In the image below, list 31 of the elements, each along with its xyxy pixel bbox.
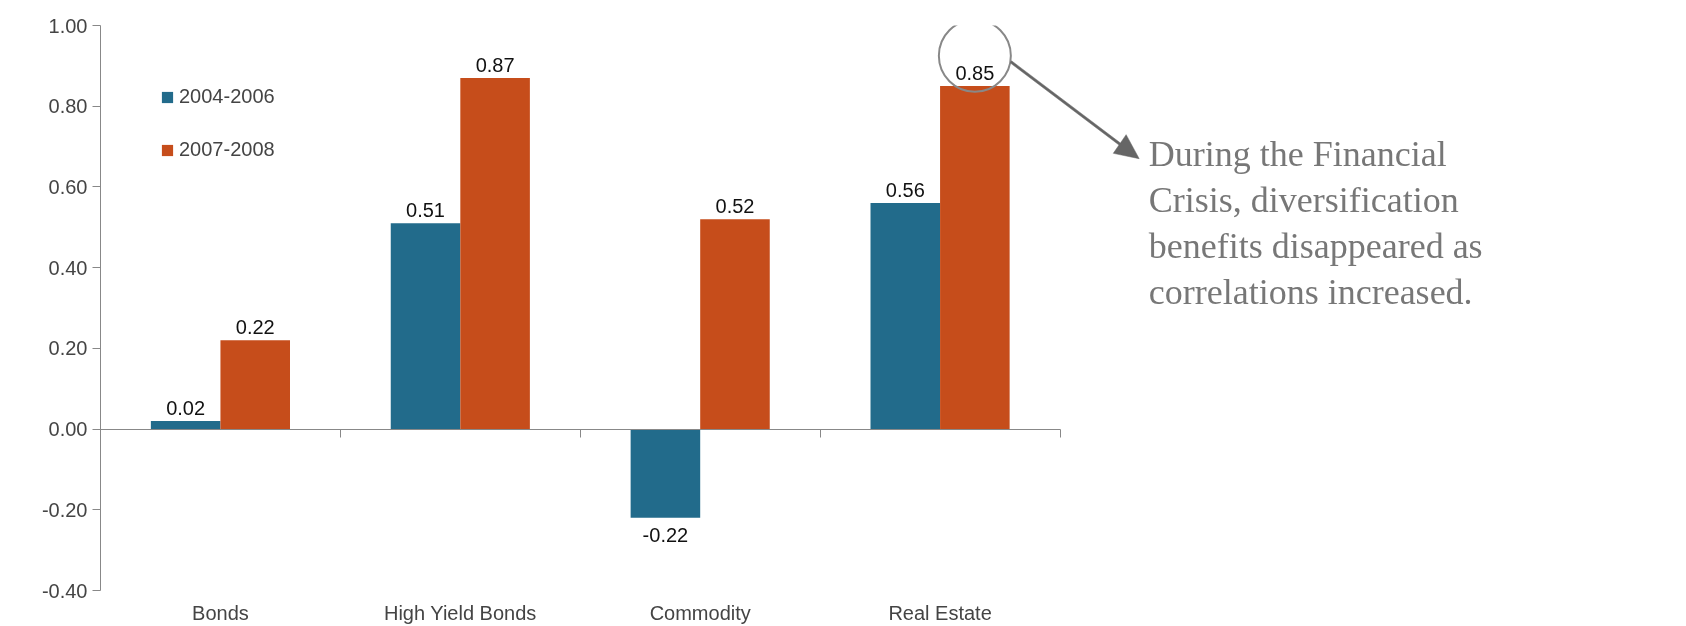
- y-tick-label: 0.00: [48, 418, 88, 441]
- x-tick-label: Commodity: [649, 601, 751, 624]
- bar: [700, 219, 770, 430]
- bar: [630, 429, 701, 518]
- bar: [150, 421, 221, 430]
- text: During the Financial Crisis, diversification benefits disappeared as correlations increased.: [1148, 134, 1483, 313]
- data-label: 0.02: [166, 397, 206, 419]
- data-label: 0.51: [406, 199, 446, 222]
- x-tick-label: High Yield Bonds: [383, 601, 537, 624]
- y-tick-label: 0.80: [48, 95, 88, 118]
- bar: [870, 203, 941, 430]
- y-tick-label: 0.40: [48, 256, 88, 279]
- data-label: 0.56: [885, 179, 925, 202]
- y-tick-label: -0.20: [41, 498, 88, 521]
- data-label: 0.87: [475, 53, 515, 76]
- bar: [460, 77, 530, 430]
- data-label: 0.52: [715, 195, 755, 218]
- bar: [940, 86, 1010, 430]
- y-tick-label: -0.40: [41, 579, 88, 602]
- legend-label: 2004-2006: [179, 85, 275, 108]
- legend-label: 2007-2008: [179, 138, 275, 161]
- y-tick-label: 0.60: [48, 175, 88, 198]
- y-tick-label: 1.00: [48, 14, 88, 37]
- x-tick-label: Real Estate: [888, 601, 992, 624]
- data-label: -0.22: [642, 523, 689, 546]
- bar: [220, 340, 290, 430]
- bar: [390, 223, 461, 430]
- x-tick-label: Bonds: [192, 601, 249, 624]
- data-label: 0.22: [235, 316, 275, 339]
- data-label: 0.85: [955, 62, 995, 85]
- y-tick-label: 0.20: [48, 337, 88, 360]
